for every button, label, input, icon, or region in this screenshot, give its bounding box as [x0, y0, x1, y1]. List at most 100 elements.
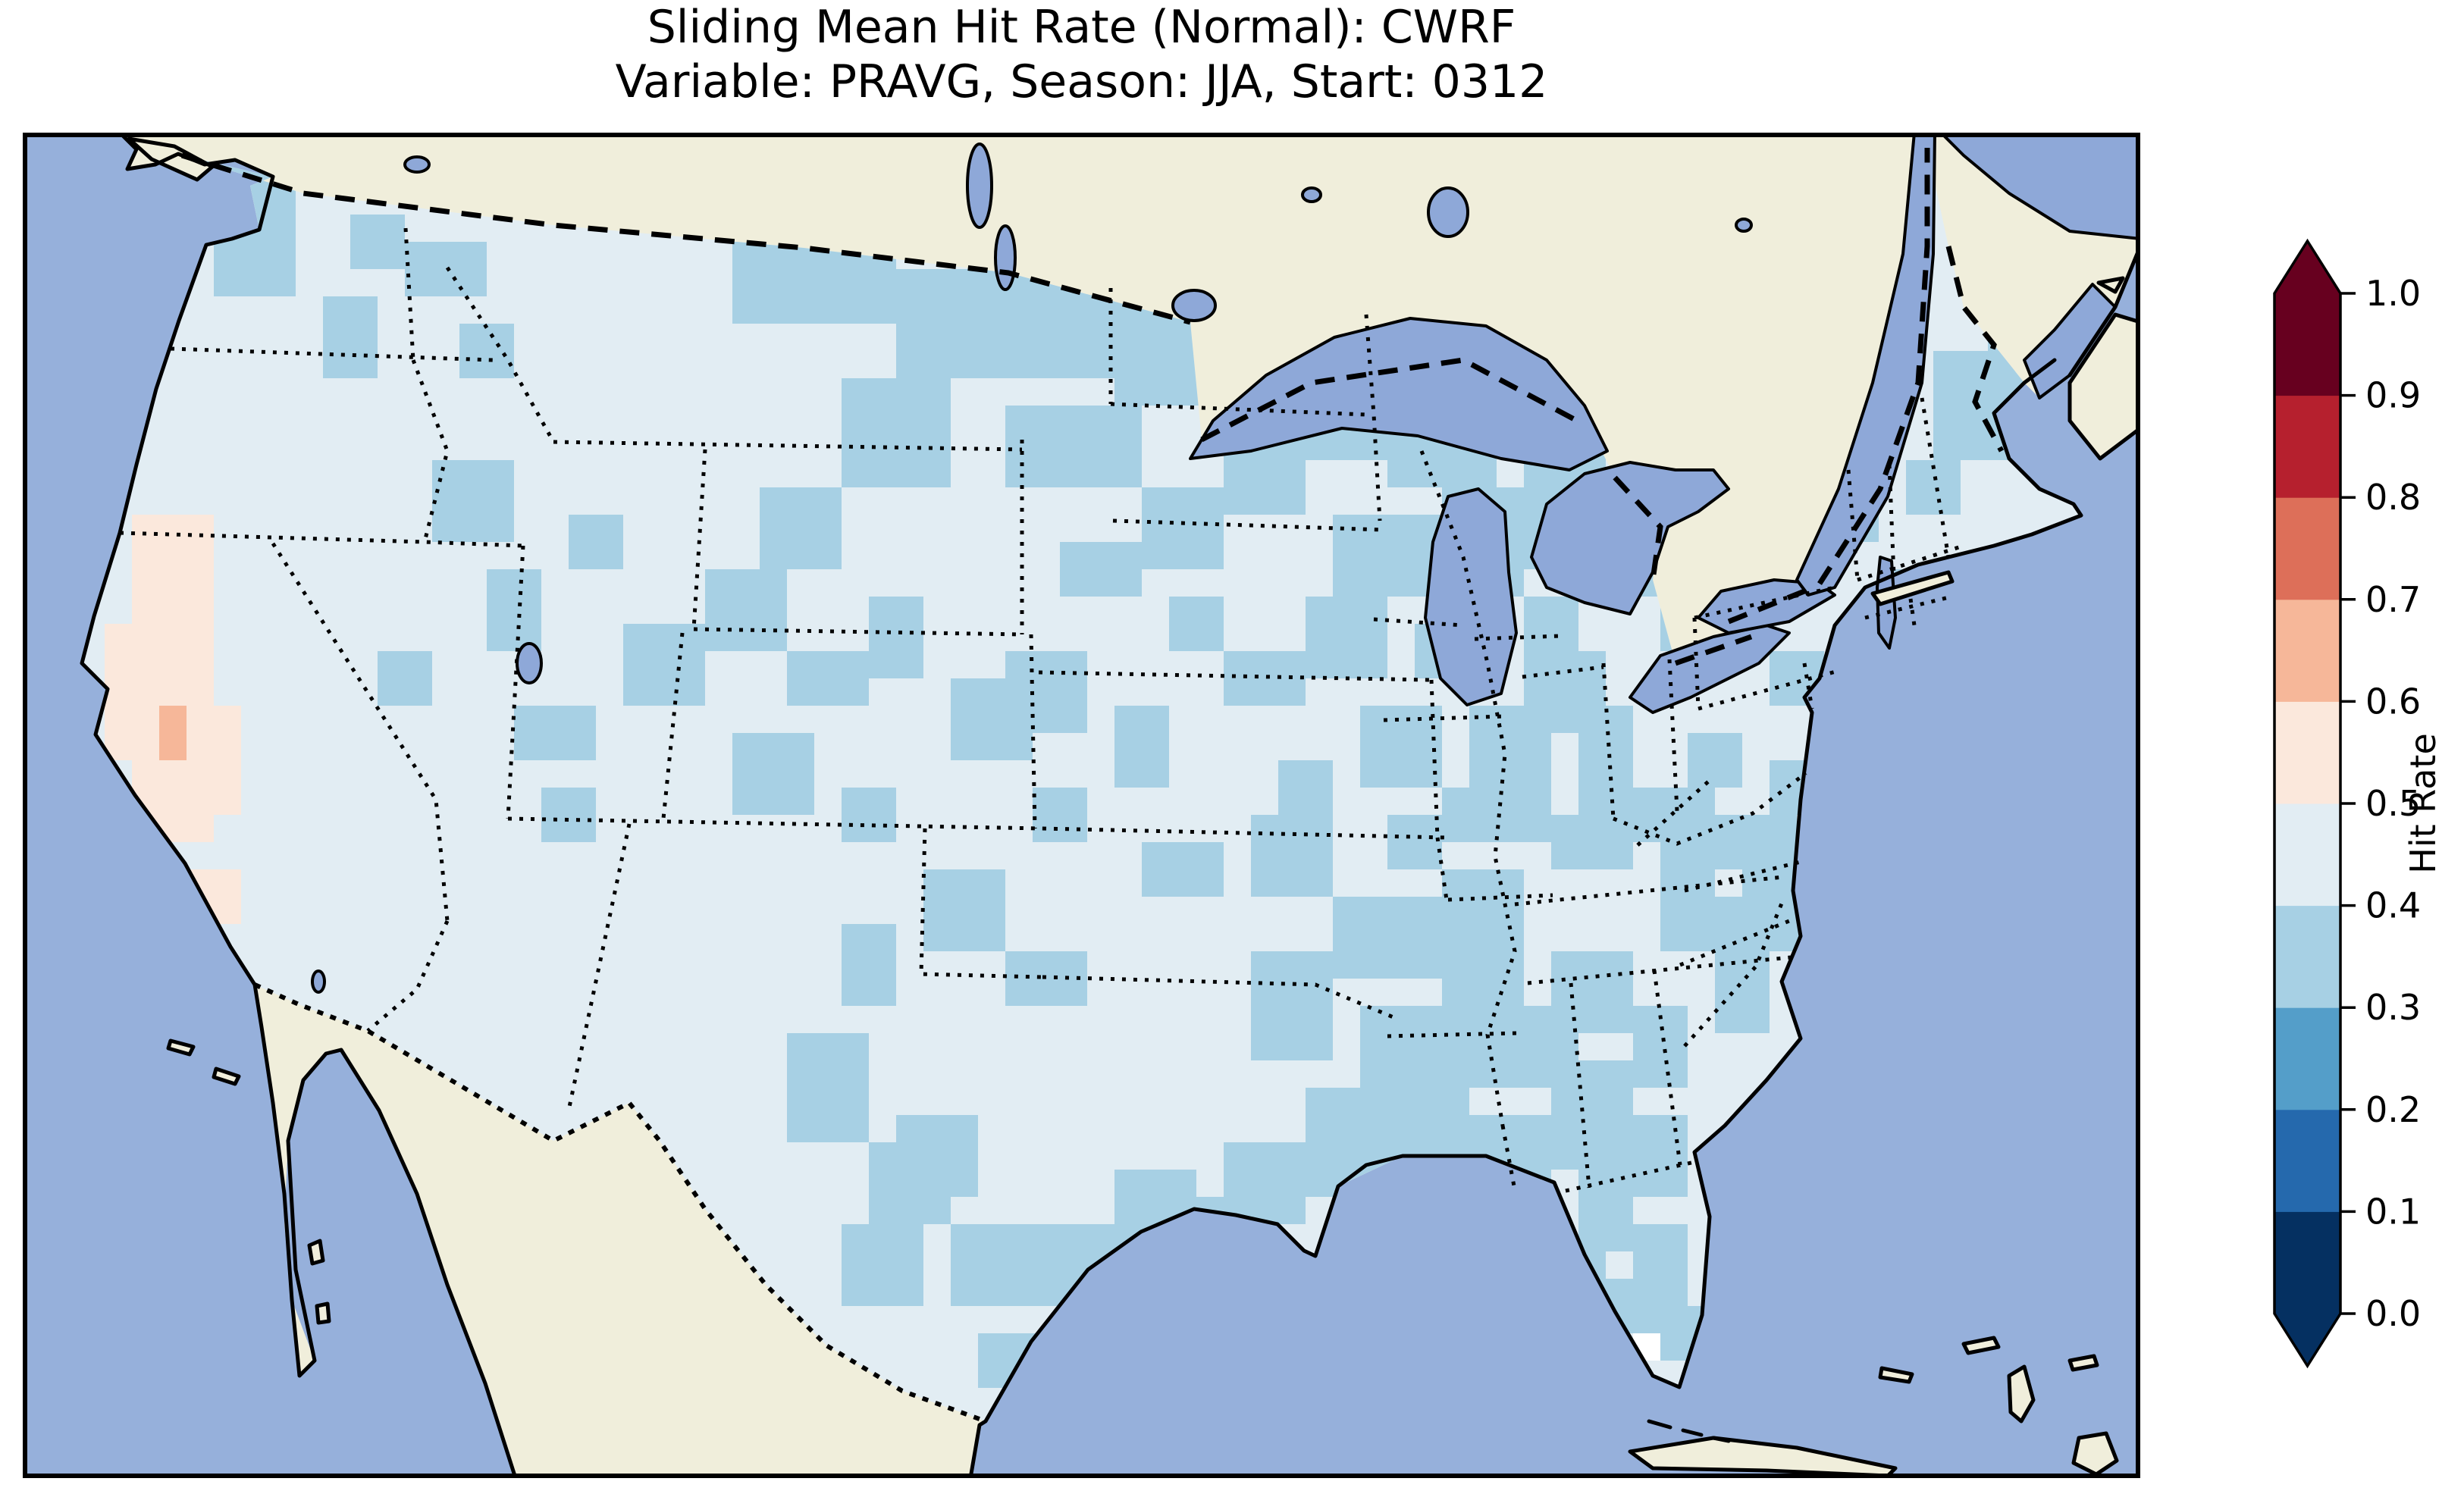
gulf-atlantic-coast [968, 358, 2083, 1478]
hit-rate-cell-bin-3 [350, 215, 405, 269]
colorbar-canvas: 0.0 0.1 0.2 0.3 0.4 0.5 0.6 0.7 0.8 0.9 1.0 Hit Ra… [2273, 238, 2444, 1369]
colorbar-bin-5 [2274, 701, 2340, 804]
hit-rate-cell-bin-3 [1906, 460, 1961, 515]
border-us-mexico [253, 982, 987, 1424]
state-borders [119, 227, 1964, 1193]
colorbar: 0.0 0.1 0.2 0.3 0.4 0.5 0.6 0.7 0.8 0.9 1.0 Hit Ra… [2244, 205, 2464, 1406]
hit-rate-cell-bin-3 [569, 515, 623, 569]
prince-edward-island [2096, 276, 2125, 294]
colorbar-tick-label: 0.1 [2365, 1191, 2421, 1232]
hit-rate-cell-bin-3 [1251, 815, 1333, 897]
hit-rate-cell-bin-3 [1251, 951, 1333, 1060]
colorbar-arrow-bottom [2274, 1314, 2340, 1366]
hit-rate-cell-bin-3 [923, 869, 1005, 951]
colorbar-bin-4 [2274, 803, 2340, 907]
hit-rate-cell-bin-3 [1224, 651, 1306, 706]
hit-rate-cell-bin-3 [732, 733, 814, 815]
hit-rate-cell-bin-3 [1224, 1142, 1306, 1224]
hit-rate-cell-bin-3 [842, 924, 896, 1006]
lake-michigan [1424, 487, 1518, 706]
colorbar-tick-label: 0.7 [2365, 579, 2421, 620]
small-lake-canada-2 [1301, 186, 1322, 203]
hit-rate-cell-bin-3 [487, 569, 541, 651]
hit-rate-cell-bin-3 [1387, 815, 1442, 869]
coastlines [80, 133, 2140, 1478]
chart-title: Sliding Mean Hit Rate (Normal): CWRF Var… [23, 0, 2140, 109]
hit-rate-cell-bin-3 [1333, 897, 1442, 979]
channel-island-2 [212, 1066, 241, 1086]
border-us-canada [180, 148, 2005, 666]
chart-title-line1: Sliding Mean Hit Rate (Normal): CWRF [647, 1, 1516, 54]
baja-islet-1 [307, 1239, 325, 1266]
baja-islet-2 [315, 1301, 331, 1325]
colorbar-bin-9 [2274, 293, 2340, 396]
hit-rate-cell-bin-3 [1278, 760, 1333, 815]
bahamas-islet-4 [2067, 1354, 2099, 1372]
hit-rate-cell-bin-3 [541, 788, 596, 842]
hit-rate-cell-bin-3 [1142, 842, 1224, 897]
colorbar-tick-label: 0.9 [2365, 375, 2421, 416]
hit-rate-cell-bin-3 [1551, 951, 1633, 1033]
lake-erie [1629, 624, 1791, 714]
hit-rate-cell-bin-3 [323, 296, 378, 378]
hit-rate-cell-bin-3 [787, 651, 869, 706]
hit-rate-cell-bin-3 [405, 242, 487, 296]
lake-of-the-woods [1171, 289, 1217, 322]
colorbar-bin-0 [2274, 1211, 2340, 1314]
chart-title-line2: Variable: PRAVG, Season: JJA, Start: 031… [615, 55, 1548, 108]
colorbar-bin-7 [2274, 497, 2340, 600]
hit-rate-cell-bin-3 [842, 378, 951, 487]
hit-rate-cell-bin-3 [378, 651, 432, 706]
hit-rate-cell-bin-3 [1578, 706, 1633, 760]
nova-scotia [2067, 312, 2140, 461]
salton-sea [311, 969, 326, 994]
hit-rate-cell-bin-3 [1578, 760, 1633, 815]
hit-rate-cell-bin-3 [1524, 597, 1578, 651]
hit-rate-cell-bin-3 [1033, 788, 1087, 842]
colorbar-tick-label: 0.8 [2365, 477, 2421, 518]
hispaniola-tip [2071, 1431, 2119, 1477]
map-frame [23, 133, 2140, 1478]
lake-manitoba [994, 224, 1017, 291]
great-salt-lake [516, 642, 543, 684]
florida-keys [1647, 1419, 1731, 1443]
hit-rate-cell-bin-3 [1442, 788, 1551, 842]
hit-rate-cell-bin-3 [1142, 487, 1224, 569]
lake-nipigon [1427, 186, 1469, 238]
hit-rate-cell-bin-3 [459, 324, 514, 378]
colorbar-segments [2273, 238, 2342, 1369]
colorbar-tick-label: 0.2 [2365, 1089, 2421, 1130]
colorbar-tick-label: 0.4 [2365, 885, 2421, 926]
hit-rate-cell-bin-3 [842, 1224, 923, 1306]
small-lake-canada-1 [403, 155, 431, 174]
hit-rate-cell-bin-3 [1360, 706, 1442, 788]
lake-superior [1189, 317, 1609, 471]
st-lawrence-river [1795, 133, 1936, 597]
hit-rate-cell-bin-3 [1578, 1170, 1633, 1251]
hit-rate-cell-bin-3 [1114, 706, 1169, 788]
colorbar-bin-3 [2274, 905, 2340, 1008]
colorbar-tick-label: 0.0 [2365, 1293, 2421, 1334]
colorbar-label: Hit Rate [2403, 733, 2444, 874]
hit-rate-cell-bin-5 [187, 706, 241, 815]
lake-huron [1530, 461, 1730, 615]
hit-rate-cell-bin-5 [132, 515, 214, 624]
channel-island-1 [166, 1038, 196, 1057]
hit-rate-cell-bin-3 [896, 1115, 978, 1197]
hit-rate-cell-bin-3 [1306, 597, 1387, 678]
hit-rate-cell-bin-3 [432, 460, 514, 542]
hit-rate-cell-bin-3 [1005, 406, 1142, 487]
hit-rate-cell-bin-3 [1442, 897, 1524, 1006]
hit-rate-cell-bin-3 [1005, 651, 1087, 733]
hit-rate-cell-bin-3 [514, 706, 596, 760]
bahamas-islet-2 [1961, 1336, 2001, 1355]
colorbar-bin-2 [2274, 1007, 2340, 1110]
long-island [1870, 570, 1955, 606]
small-lake-canada-3 [1735, 218, 1753, 233]
hit-rate-cell-bin-3 [842, 788, 896, 842]
colorbar-tick-label: 0.6 [2365, 681, 2421, 722]
colorbar-bin-6 [2274, 599, 2340, 702]
pacific-coast [80, 133, 518, 1478]
map-axes [23, 133, 2140, 1478]
